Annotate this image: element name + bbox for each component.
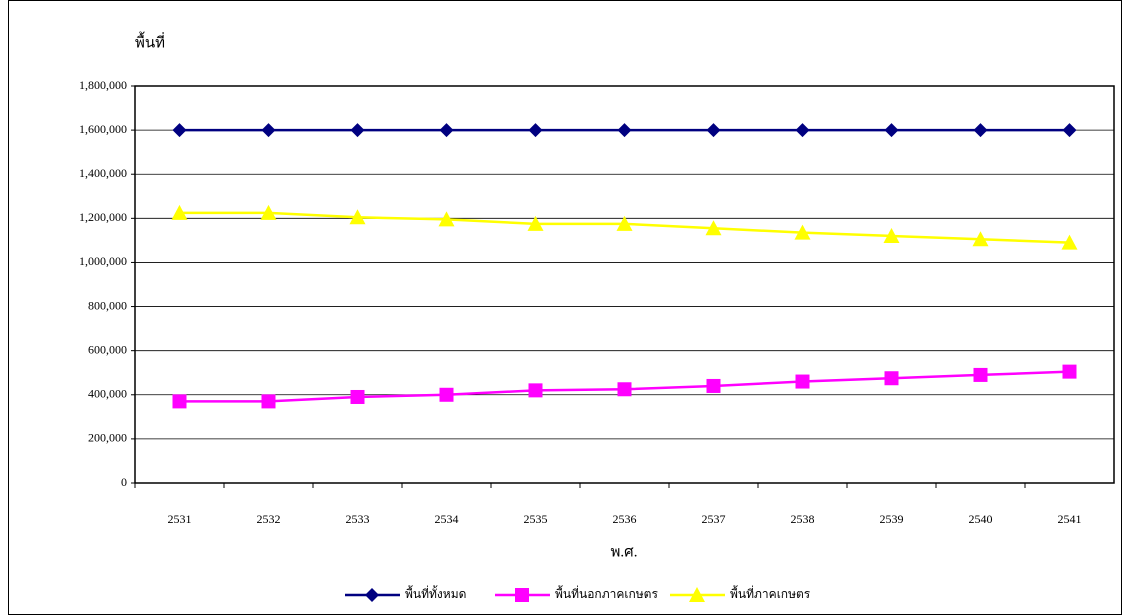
x-tick-label: 2535 — [524, 512, 548, 526]
marker — [439, 123, 454, 138]
x-tick-label: 2536 — [613, 512, 637, 526]
marker — [1062, 364, 1077, 379]
x-tick-label: 2531 — [168, 512, 192, 526]
x-tick-label: 2534 — [435, 512, 459, 526]
legend-label: พื้นที่ทั้งหมด — [405, 585, 466, 601]
marker — [884, 371, 899, 386]
marker — [883, 227, 900, 243]
marker — [972, 231, 989, 247]
marker — [439, 387, 454, 402]
marker — [617, 123, 632, 138]
marker — [884, 123, 899, 138]
marker — [365, 588, 379, 602]
legend-label: พื้นที่นอกภาคเกษตร — [555, 585, 658, 601]
marker — [795, 374, 810, 389]
marker — [528, 123, 543, 138]
marker — [1061, 234, 1078, 250]
marker — [706, 123, 721, 138]
x-tick-label: 2537 — [702, 512, 726, 526]
marker — [349, 209, 366, 225]
x-tick-label: 2541 — [1058, 512, 1082, 526]
y-tick-label: 400,000 — [88, 387, 127, 401]
x-tick-label: 2539 — [880, 512, 904, 526]
marker — [260, 204, 277, 220]
marker — [350, 123, 365, 138]
marker — [705, 220, 722, 236]
marker — [438, 211, 455, 227]
marker — [706, 378, 721, 393]
y-axis-label: พื้นที่ — [135, 31, 165, 51]
x-tick-label: 2533 — [346, 512, 370, 526]
marker — [973, 123, 988, 138]
marker — [515, 588, 529, 602]
y-tick-label: 200,000 — [88, 431, 127, 445]
y-tick-label: 1,800,000 — [79, 78, 127, 92]
marker — [616, 215, 633, 231]
marker — [689, 587, 705, 602]
x-tick-label: 2532 — [257, 512, 281, 526]
y-tick-label: 1,200,000 — [79, 210, 127, 224]
marker — [261, 123, 276, 138]
marker — [528, 383, 543, 398]
y-tick-label: 1,000,000 — [79, 254, 127, 268]
x-axis-label: พ.ศ. — [611, 544, 638, 560]
marker — [261, 394, 276, 409]
marker — [795, 123, 810, 138]
legend-label: พื้นที่ภาคเกษตร — [730, 585, 811, 601]
y-tick-label: 0 — [121, 475, 127, 489]
y-tick-label: 600,000 — [88, 342, 127, 356]
marker — [172, 394, 187, 409]
y-tick-label: 1,600,000 — [79, 122, 127, 136]
marker — [172, 123, 187, 138]
marker — [973, 367, 988, 382]
chart-border — [8, 0, 1122, 615]
marker — [527, 215, 544, 231]
x-tick-label: 2538 — [791, 512, 815, 526]
marker — [350, 389, 365, 404]
marker — [171, 204, 188, 220]
y-tick-label: 800,000 — [88, 298, 127, 312]
y-tick-label: 1,400,000 — [79, 166, 127, 180]
plot-border — [134, 85, 1115, 484]
marker — [1062, 123, 1077, 138]
marker — [617, 382, 632, 397]
marker — [794, 224, 811, 240]
x-tick-label: 2540 — [969, 512, 993, 526]
